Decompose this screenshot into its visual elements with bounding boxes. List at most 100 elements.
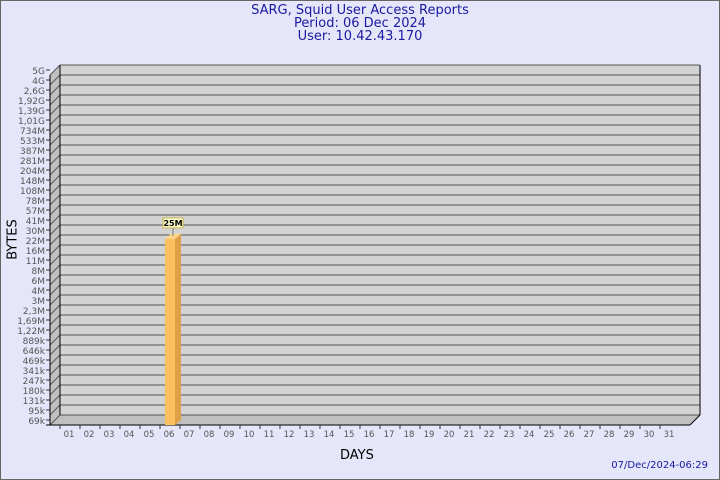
- floor-edge: [689, 414, 701, 426]
- x-tick-label: 22: [484, 430, 495, 440]
- y-tick-label: 341k: [23, 367, 46, 377]
- gridline-slant: [49, 74, 61, 86]
- y-tick-label: 8M: [32, 267, 46, 277]
- y-tick-label: 16M: [26, 247, 45, 257]
- x-tick-label: 03: [104, 430, 115, 440]
- y-tick-label: 95k: [28, 407, 45, 417]
- gridline-slant: [49, 154, 61, 166]
- plot-floor: [50, 415, 700, 425]
- y-tick-label: 22M: [26, 237, 45, 247]
- y-tick-label: 4G: [32, 77, 45, 87]
- y-tick-label: 57M: [26, 207, 45, 217]
- y-tick-label: 889k: [23, 337, 46, 347]
- gridline-slant: [49, 64, 61, 76]
- gridline-slant: [49, 204, 61, 216]
- x-tick-label: 17: [384, 430, 395, 440]
- x-tick-label: 01: [64, 430, 75, 440]
- y-tick-label: 2,3M: [23, 307, 45, 317]
- gridline-slant: [49, 364, 61, 376]
- chart-title: SARG, Squid User Access Reports: [251, 3, 469, 18]
- gridline-slant: [49, 124, 61, 136]
- gridline-slant: [49, 194, 61, 206]
- gridline-slant: [49, 94, 61, 106]
- y-tick-label: 1,01G: [18, 117, 45, 127]
- x-tick-label: 06: [164, 430, 175, 440]
- x-tick-label: 13: [304, 430, 315, 440]
- y-tick-label: 30M: [26, 227, 45, 237]
- gridline-slant: [49, 164, 61, 176]
- y-tick-label: 11M: [26, 257, 45, 267]
- gridline-slant: [49, 354, 61, 366]
- x-tick-label: 30: [644, 430, 655, 440]
- y-tick-label: 148M: [20, 177, 45, 187]
- x-tick-label: 14: [324, 430, 335, 440]
- gridline-slant: [49, 344, 61, 356]
- gridline-slant: [49, 184, 61, 196]
- gridline-slant: [49, 284, 61, 296]
- gridline-slant: [49, 244, 61, 256]
- plot-back-wall: [60, 65, 700, 415]
- x-tick-label: 29: [624, 430, 635, 440]
- gridline-slant: [49, 314, 61, 326]
- x-tick-label: 11: [264, 430, 275, 440]
- y-axis-label: BYTES: [5, 219, 21, 260]
- gridline-slant: [49, 234, 61, 246]
- x-tick-label: 27: [584, 430, 595, 440]
- x-tick-label: 04: [124, 430, 135, 440]
- plot-left-wall: [50, 65, 60, 425]
- y-tick-label: 2,6G: [24, 87, 45, 97]
- gridline-slant: [49, 324, 61, 336]
- x-tick-label: 08: [204, 430, 215, 440]
- gridline-slant: [49, 334, 61, 346]
- gridline-slant: [49, 114, 61, 126]
- gridline-slant: [49, 274, 61, 286]
- x-tick-label: 10: [244, 430, 255, 440]
- x-tick-label: 20: [444, 430, 455, 440]
- y-tick-label: 646k: [23, 347, 46, 357]
- y-tick-label: 1,92G: [18, 97, 45, 107]
- y-tick-label: 5G: [32, 67, 45, 77]
- y-tick-label: 1,22M: [17, 327, 45, 337]
- gridline-slant: [49, 224, 61, 236]
- gridline-slant: [49, 254, 61, 266]
- y-tick-label: 41M: [26, 217, 45, 227]
- y-tick-label: 1,69M: [17, 317, 45, 327]
- gridline-slant: [49, 104, 61, 116]
- gridline-slant: [49, 384, 61, 396]
- bar-side: [175, 233, 181, 425]
- gridline-slant: [49, 414, 61, 426]
- generated-timestamp: 07/Dec/2024-06:29: [611, 460, 708, 471]
- gridline-slant: [49, 144, 61, 156]
- x-tick-label: 15: [344, 430, 355, 440]
- gridline-slant: [49, 304, 61, 316]
- x-tick-label: 31: [664, 430, 675, 440]
- y-tick-label: 180k: [23, 387, 46, 397]
- y-tick-label: 469k: [23, 357, 46, 367]
- x-tick-label: 25: [544, 430, 555, 440]
- x-tick-label: 12: [284, 430, 295, 440]
- chart-user: User: 10.42.43.170: [297, 29, 423, 44]
- x-tick-label: 16: [364, 430, 375, 440]
- x-tick-label: 09: [224, 430, 235, 440]
- y-tick-label: 204M: [20, 167, 45, 177]
- bar-top: [165, 233, 181, 239]
- bar-label-box: [162, 217, 184, 229]
- bar: [165, 238, 175, 425]
- gridline-slant: [49, 84, 61, 96]
- y-tick-label: 247k: [23, 377, 46, 387]
- y-tick-label: 4M: [32, 287, 46, 297]
- y-tick-label: 1,39G: [18, 107, 45, 117]
- y-tick-label: 78M: [26, 197, 45, 207]
- gridline-slant: [49, 294, 61, 306]
- y-tick-label: 734M: [20, 127, 45, 137]
- x-tick-label: 21: [464, 430, 475, 440]
- x-tick-label: 18: [404, 430, 415, 440]
- x-tick-label: 02: [84, 430, 95, 440]
- gridline-slant: [49, 264, 61, 276]
- gridline-slant: [49, 394, 61, 406]
- y-tick-label: 6M: [32, 277, 46, 287]
- x-tick-label: 07: [184, 430, 195, 440]
- y-tick-label: 108M: [20, 187, 45, 197]
- bar-data-label: 25M: [163, 219, 182, 228]
